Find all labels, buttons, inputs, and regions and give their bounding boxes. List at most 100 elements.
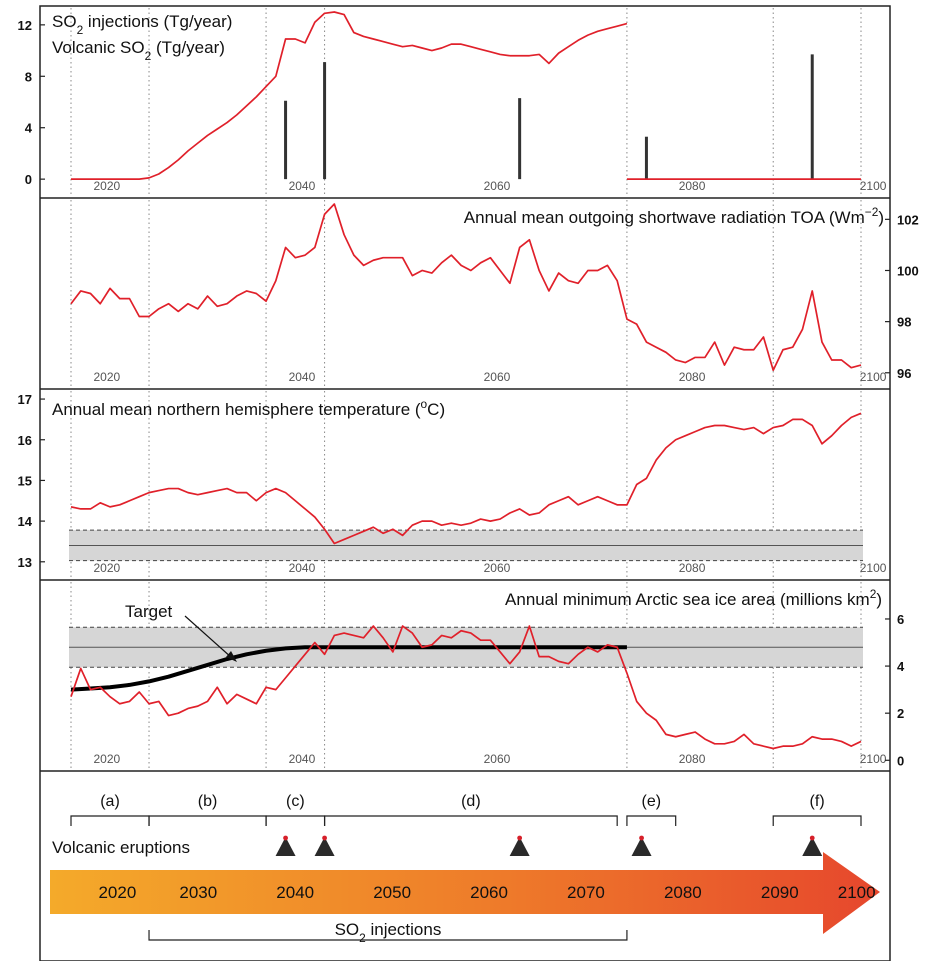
figure-frame [39,5,891,961]
x-tick-label: 2060 [484,370,511,384]
volcano-icon [509,835,530,856]
y-tick-label: 16 [18,433,32,448]
volcano-icon [275,835,296,856]
x-tick-label: 2040 [289,561,316,575]
y-tick-label: 0 [25,172,32,187]
phase-label: (c) [286,793,305,810]
reference-band [69,529,863,562]
volcano-plume [283,835,288,841]
phase-bracket-line [70,815,150,826]
phase-bracket-line [148,815,267,826]
y-tick-label: 17 [18,392,32,407]
injections-bracket-line [148,930,628,941]
time-arrow-year: 2090 [761,883,799,902]
panel-title: Annual minimum Arctic sea ice area (mill… [505,587,882,609]
panel-title: Annual mean outgoing shortwave radiation… [464,205,884,227]
x-tick-label: 2100 [860,752,887,766]
y-tick-label: 8 [25,69,32,84]
y-tick-label: 4 [25,121,33,136]
series-line [70,412,862,545]
phase-bracket: (d) [323,793,618,826]
phase-label: (d) [461,793,481,810]
phase-label: (f) [810,793,825,810]
y-tick-label: 2 [897,706,904,721]
x-tick-label: 2080 [679,752,706,766]
panel-2: 2020 2040 2060 2080 2100 96 98 100 102 Annual mea… [70,200,919,387]
target-pointer-head [226,651,237,662]
time-arrow-year: 2070 [567,883,605,902]
x-tick-label: 2040 [289,370,316,384]
time-arrow-year: 2030 [179,883,217,902]
x-tick-label: 2100 [860,179,887,193]
target-label: Target [125,602,173,621]
time-arrow: 2020 2030 2040 2050 2060 2070 2080 2090 2100 [50,852,880,934]
phase-bracket: (b) [148,793,267,826]
volcano-cone [275,837,296,856]
y-tick-label: 12 [18,18,32,33]
volcano-plume [322,835,327,841]
y-tick-label: 96 [897,366,911,381]
target-curve [70,645,627,692]
phase-bracket: (e) [626,793,677,826]
phase-bracket-line [265,815,326,826]
x-tick-label: 2080 [679,179,706,193]
volcano-icon [314,835,335,856]
x-tick-label: 2080 [679,561,706,575]
panel-4: 2020 2040 2060 2080 2100 0 2 4 6 Annual minimum A… [69,582,905,769]
phase-label: (e) [642,793,662,810]
y-tick-label: 15 [18,473,32,488]
volcano-cone [631,837,652,856]
y-tick-label: 100 [897,263,919,278]
y-tick-label: 14 [18,514,33,529]
phase-bracket: (c) [265,793,326,826]
volcano-cone [314,837,335,856]
phase-label: (a) [100,793,120,810]
x-tick-label: 2020 [94,561,121,575]
volcano-plume [639,835,644,841]
time-arrow-year: 2050 [373,883,411,902]
x-tick-label: 2040 [289,752,316,766]
volcano-cone [802,837,823,856]
panel-title: SO2 injections (Tg/year) [52,12,232,37]
phase-bracket: (a) [70,793,150,826]
series-line [71,11,628,180]
volcano-cone [509,837,530,856]
time-arrow-year: 2020 [98,883,136,902]
volcano-icon [802,835,823,856]
panel-1: 2020 2040 2060 2080 2100 0 4 8 12 SO2 injections … [18,8,887,196]
panel-title: Volcanic SO2 (Tg/year) [52,38,225,63]
volcano-plume [517,835,523,841]
y-tick-label: 98 [897,315,911,330]
x-tick-label: 2020 [94,179,121,193]
time-arrow-year: 2080 [664,883,702,902]
x-tick-label: 2060 [484,752,511,766]
y-tick-label: 6 [897,612,904,627]
x-tick-label: 2080 [679,370,706,384]
x-tick-label: 2020 [94,752,121,766]
time-arrow-year: 2060 [470,883,508,902]
time-arrow-shape [50,852,880,934]
volcano-icon [631,835,652,856]
time-arrow-year: 2100 [838,883,876,902]
y-tick-label: 4 [897,659,905,674]
target-pointer [184,615,233,659]
phase-bracket: (f) [772,793,862,826]
x-tick-label: 2100 [860,370,887,384]
y-tick-label: 13 [18,555,32,570]
x-tick-label: 2060 [484,561,511,575]
eruptions-label: Volcanic eruptions [52,838,190,857]
time-arrow-year: 2040 [276,883,314,902]
injections-bracket: SO2 injections [148,920,628,945]
y-tick-label: 102 [897,212,919,227]
x-tick-label: 2020 [94,370,121,384]
panel-3: 2020 2040 2060 2080 2100 13 14 15 16 17 Annual mea… [18,391,887,578]
x-tick-label: 2060 [484,179,511,193]
phase-bracket-line [626,815,677,826]
phase-bracket-line [323,815,618,826]
series-line [70,203,862,372]
panel-title: Annual mean northern hemisphere temperat… [52,397,445,419]
timeline: (a) (b) (c) (d) (e) (f)Volcanic eruptions2020… [50,793,880,945]
volcano-plume [809,835,815,841]
x-tick-label: 2040 [289,179,316,193]
